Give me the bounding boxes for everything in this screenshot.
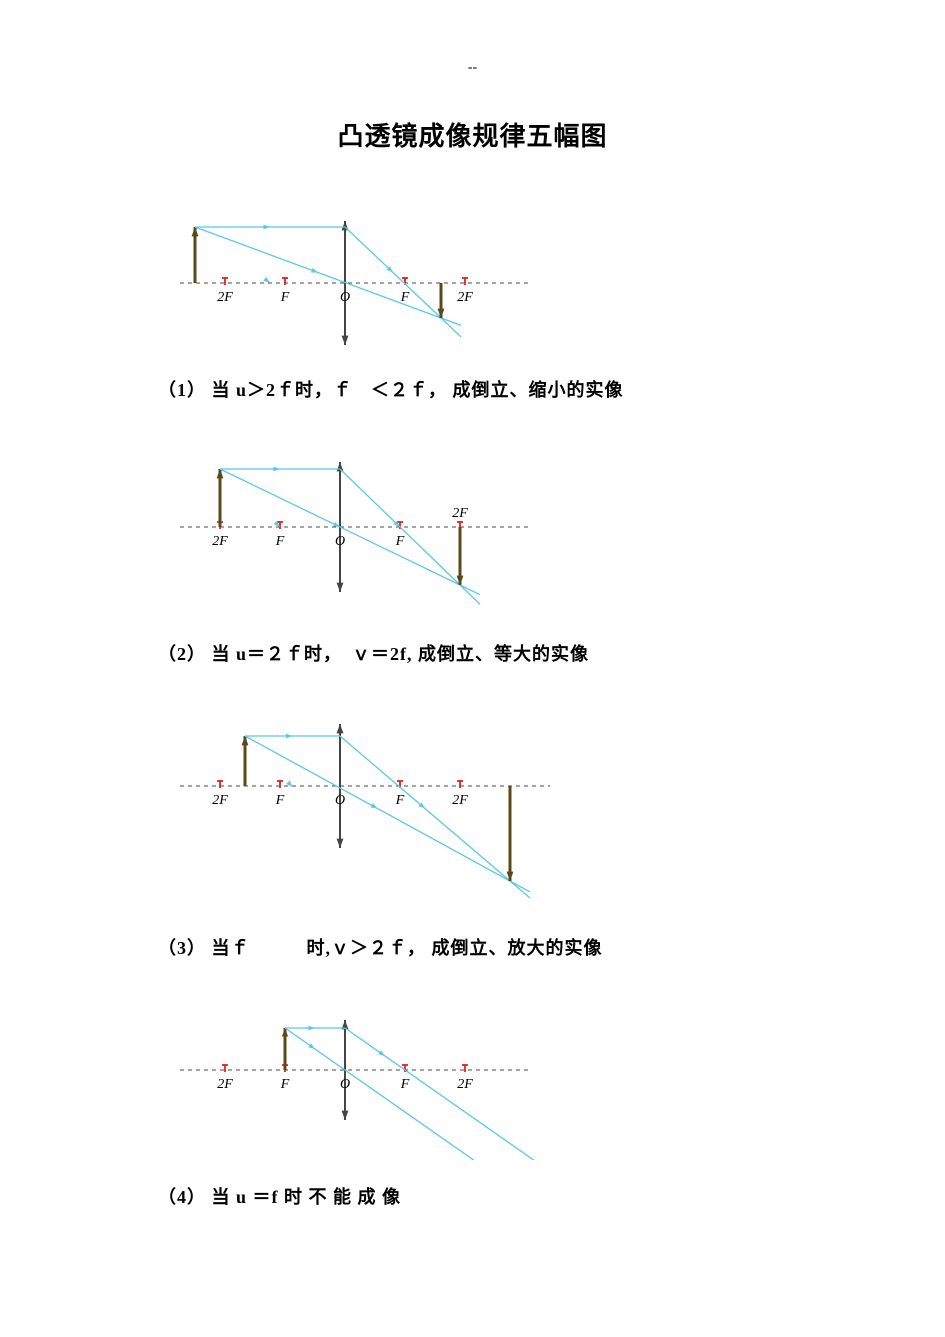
svg-text:O: O xyxy=(340,290,350,305)
svg-text:2F: 2F xyxy=(457,1077,473,1092)
svg-text:2F: 2F xyxy=(217,290,233,305)
lens-diagram-2: 2F F O F 2F xyxy=(175,447,535,617)
page-title: 凸透镜成像规律五幅图 xyxy=(0,116,945,153)
caption-4: （4） 当 u ＝f 时 不 能 成 像 xyxy=(158,1183,945,1209)
diagram-4: 2F F O F 2F xyxy=(175,1005,945,1165)
page: -- 凸透镜成像规律五幅图 2F F O F 2F （1） 当 u＞2ｆ时，ｆ ＜２ｆ，… xyxy=(0,0,945,1249)
diagram-1: 2FFOF2F xyxy=(175,203,945,358)
svg-text:2F: 2F xyxy=(212,534,228,549)
svg-text:F: F xyxy=(395,793,405,808)
svg-text:F: F xyxy=(280,1077,290,1092)
svg-text:F: F xyxy=(400,1077,410,1092)
lens-diagram-3: 2F F O F 2F xyxy=(175,711,555,911)
caption-3: （3） 当ｆ 时,ｖ＞２ｆ， 成倒立、放大的实像 xyxy=(158,934,945,960)
header-marker: -- xyxy=(0,60,945,76)
svg-text:F: F xyxy=(275,793,285,808)
svg-text:F: F xyxy=(275,534,285,549)
caption-1: （1） 当 u＞2ｆ时，ｆ ＜２ｆ， 成倒立、缩小的实像 xyxy=(158,376,945,402)
svg-text:2F: 2F xyxy=(452,506,468,521)
lens-diagram-4: 2F F O F 2F xyxy=(175,1005,535,1160)
svg-text:O: O xyxy=(340,1077,350,1092)
svg-text:O: O xyxy=(335,534,345,549)
svg-text:O: O xyxy=(335,793,345,808)
svg-text:F: F xyxy=(280,290,290,305)
svg-text:2F: 2F xyxy=(212,793,228,808)
diagram-2: 2F F O F 2F xyxy=(175,447,945,622)
caption-2: （2） 当 u＝２ｆ时， ｖ＝2f, 成倒立、等大的实像 xyxy=(158,640,945,666)
diagram-3: 2F F O F 2F xyxy=(175,711,945,916)
svg-text:2F: 2F xyxy=(217,1077,233,1092)
svg-text:2F: 2F xyxy=(457,290,473,305)
lens-diagram-1: 2FFOF2F xyxy=(175,203,535,353)
svg-text:2F: 2F xyxy=(452,793,468,808)
svg-text:F: F xyxy=(395,534,405,549)
